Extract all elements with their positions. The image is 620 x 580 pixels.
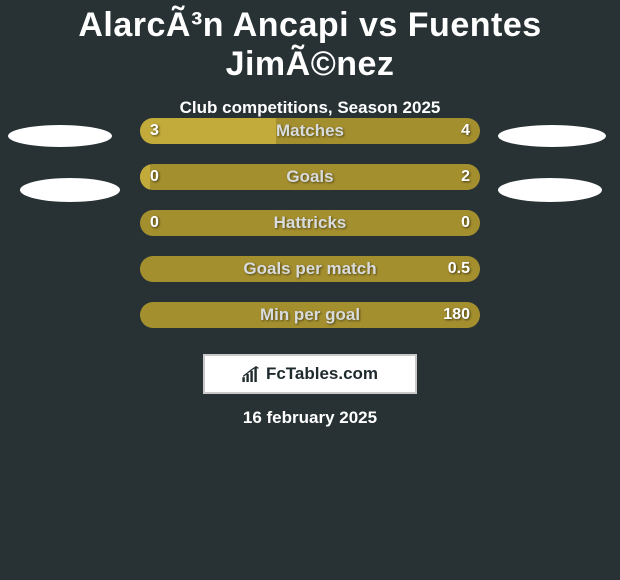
bar-track [140, 256, 480, 282]
metric-row: Goals per match0.5 [0, 245, 620, 291]
bar-track [140, 302, 480, 328]
metric-row: Min per goal180 [0, 291, 620, 337]
metric-row: Hattricks00 [0, 199, 620, 245]
player-placeholder [8, 125, 112, 147]
page-title: AlarcÃ³n Ancapi vs Fuentes JimÃ©nez [0, 0, 620, 84]
bar-track [140, 164, 480, 190]
date-text: 16 february 2025 [0, 408, 620, 428]
bars-icon [242, 366, 262, 382]
player-placeholder [20, 178, 120, 202]
player-placeholder [498, 178, 602, 202]
bar-left-fill [140, 118, 276, 144]
bar-track [140, 210, 480, 236]
brand-box: FcTables.com [203, 354, 417, 394]
brand-text: FcTables.com [266, 364, 378, 384]
bar-left-fill [140, 164, 150, 190]
player-placeholder [498, 125, 606, 147]
comparison-infographic: AlarcÃ³n Ancapi vs Fuentes JimÃ©nez Club… [0, 0, 620, 580]
bar-track [140, 118, 480, 144]
